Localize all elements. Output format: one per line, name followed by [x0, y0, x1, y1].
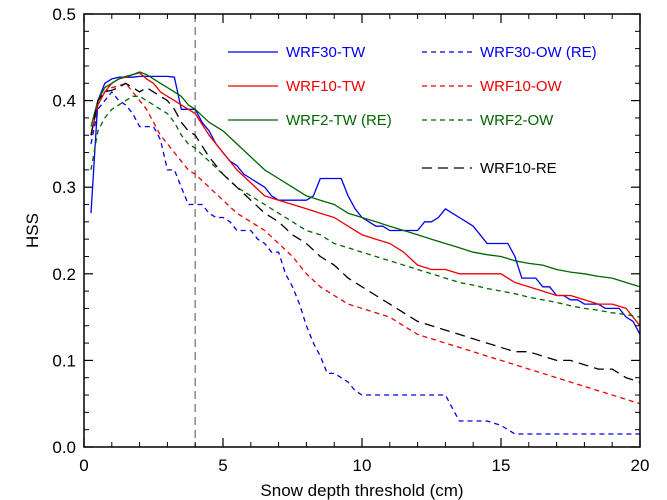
x-tick-label: 0 [79, 456, 88, 475]
legend-label: WRF10-OW [480, 78, 563, 95]
series-line-wrf10-ow [90, 82, 640, 405]
x-tick-label: 10 [353, 456, 372, 475]
ticks-layer: 0 5 10 15 20 0.0 0.1 0.2 0.3 0.4 0.5 [52, 5, 649, 475]
series-line-wrf2-ow [90, 95, 640, 318]
x-tick-label: 20 [631, 456, 650, 475]
legend-label: WRF2-OW [480, 112, 554, 129]
series-layer [90, 71, 640, 435]
legend-label: WRF2-TW (RE) [286, 112, 392, 129]
y-tick-label: 0.5 [52, 5, 76, 24]
legend-label: WRF30-TW [286, 44, 366, 61]
series-line-wrf30-ow-re [90, 91, 640, 435]
x-tick-label: 5 [218, 456, 227, 475]
series-line-wrf30-tw [90, 75, 640, 335]
legend-label: WRF10-RE [480, 160, 557, 177]
y-axis-title: HSS [23, 213, 42, 248]
x-tick-label: 15 [492, 456, 511, 475]
y-tick-label: 0.2 [52, 265, 76, 284]
y-tick-label: 0.0 [52, 438, 76, 457]
legend-label: WRF30-OW (RE) [480, 44, 597, 61]
series-line-wrf10-tw [90, 72, 640, 327]
x-axis-title: Snow depth threshold (cm) [260, 481, 463, 500]
y-tick-label: 0.1 [52, 351, 76, 370]
y-tick-label: 0.3 [52, 178, 76, 197]
y-tick-label: 0.4 [52, 92, 76, 111]
legend: WRF30-TW WRF30-OW (RE) WRF10-TW WRF10-OW WRF… [228, 44, 597, 177]
series-line-wrf2-tw-re [90, 71, 640, 288]
series-line-wrf10-re [90, 82, 640, 383]
legend-label: WRF10-TW [286, 78, 366, 95]
